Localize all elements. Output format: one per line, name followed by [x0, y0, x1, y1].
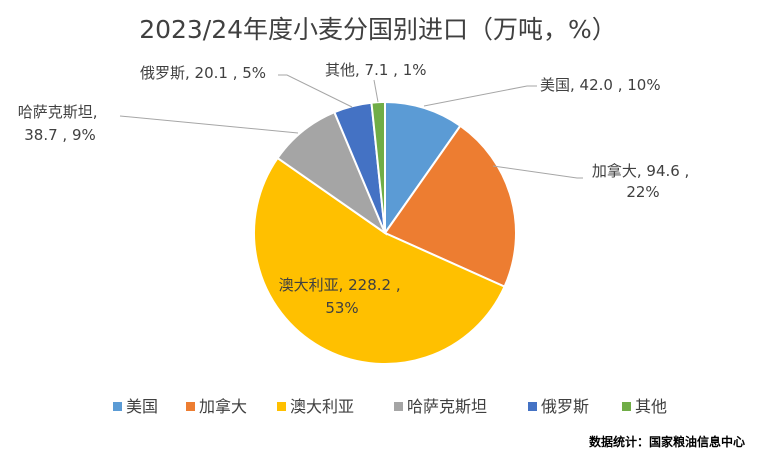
legend-label-canada: 加拿大	[199, 397, 247, 416]
legend-item-canada: 加拿大	[186, 397, 247, 416]
leader-line-canada	[492, 165, 583, 179]
legend-swatch-other	[622, 402, 631, 411]
legend-item-kazakhstan: 哈萨克斯坦	[394, 397, 487, 416]
legend-label-kazakhstan: 哈萨克斯坦	[407, 397, 487, 416]
legend-swatch-australia	[277, 402, 286, 411]
legend-item-russia: 俄罗斯	[528, 397, 589, 416]
leader-line-us	[423, 85, 537, 107]
leader-line-kazakhstan	[119, 115, 299, 134]
legend-label-russia: 俄罗斯	[541, 397, 589, 416]
legend-swatch-russia	[528, 402, 537, 411]
data-label-canada-line1: 加拿大, 94.6 ,	[592, 162, 689, 180]
legend-item-us: 美国	[113, 397, 158, 416]
data-label-kazakhstan-line1: 哈萨克斯坦,	[18, 103, 98, 121]
data-label-canada: 加拿大, 94.6 , 22%	[592, 162, 694, 201]
data-label-kazakhstan-line2: 38.7 , 9%	[24, 126, 96, 144]
pie-slices	[253, 100, 517, 365]
data-label-canada-line2: 22%	[626, 183, 659, 201]
data-label-russia: 俄罗斯, 20.1 , 5%	[140, 64, 266, 82]
chart-title: 2023/24年度小麦分国别进口（万吨，%）	[139, 15, 617, 44]
source-note: 数据统计：国家粮油信息中心	[589, 434, 745, 449]
data-label-kazakhstan: 哈萨克斯坦, 38.7 , 9%	[18, 103, 103, 144]
pie-slice-us	[384, 100, 462, 237]
legend-item-australia: 澳大利亚	[277, 397, 354, 416]
legend-item-other: 其他	[622, 397, 667, 416]
data-label-australia-line2: 53%	[325, 299, 358, 317]
data-label-australia-line1: 澳大利亚, 228.2 ,	[279, 276, 401, 294]
pie-slice-australia	[253, 156, 506, 365]
data-label-us: 美国, 42.0 , 10%	[540, 76, 661, 94]
leader-line-russia	[278, 74, 353, 108]
data-label-other: 其他, 7.1 , 1%	[325, 61, 427, 79]
legend-label-us: 美国	[126, 397, 158, 416]
legend-swatch-us	[113, 402, 122, 411]
legend-label-other: 其他	[635, 397, 667, 416]
data-label-australia: 澳大利亚, 228.2 , 53%	[279, 276, 406, 317]
pie-slice-canada	[383, 124, 517, 288]
pie-slice-other	[370, 100, 386, 234]
legend-swatch-canada	[186, 402, 195, 411]
legend-swatch-kazakhstan	[394, 402, 403, 411]
label-leader-lines	[119, 74, 583, 179]
leader-line-other	[373, 79, 379, 103]
legend-label-australia: 澳大利亚	[290, 397, 354, 416]
legend: 美国 加拿大 澳大利亚 哈萨克斯坦 俄罗斯 其他	[113, 397, 667, 416]
